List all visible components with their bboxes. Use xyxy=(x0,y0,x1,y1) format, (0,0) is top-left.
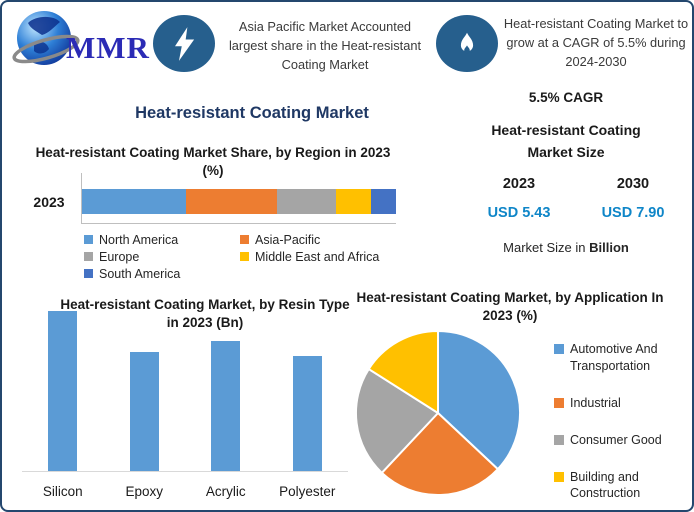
year-start: 2023 xyxy=(502,176,536,193)
application-pie-chart: Heat-resistant Coating Market, by Applic… xyxy=(352,285,688,509)
legend-swatch-building-and-construction xyxy=(554,471,564,482)
region-year-label: 2023 xyxy=(33,194,65,211)
bar-epoxy xyxy=(129,352,159,471)
lightning-bolt-icon xyxy=(175,26,195,61)
axis-label-acrylic: Acrylic xyxy=(205,484,246,499)
legend-item-asia-pacific: Asia-Pacific xyxy=(240,233,402,247)
bar-acrylic xyxy=(211,341,241,471)
bar-column-epoxy xyxy=(104,309,186,471)
legend-item-north-america: North America xyxy=(84,233,240,247)
note-prefix: Market Size in xyxy=(503,240,590,256)
pie-slice-consumer-good xyxy=(355,368,439,474)
bar-segment-middle-east-and-africa xyxy=(336,189,371,215)
year-end: 2030 xyxy=(616,176,650,193)
pie-slice-automotive-and-transportation xyxy=(437,329,521,471)
flame-badge xyxy=(436,15,498,72)
mmr-logo: MMR xyxy=(12,8,152,76)
year-row: 2023 2030 xyxy=(442,176,690,192)
pie-slice-building-and-construction xyxy=(367,329,439,414)
legend-swatch-consumer-good xyxy=(554,434,564,445)
note-unit: Billion xyxy=(589,240,629,256)
bar-column-polyester xyxy=(267,309,349,471)
legend-swatch-south-america xyxy=(84,269,93,279)
legend-swatch-industrial xyxy=(554,397,564,408)
legend-label: Automotive And Transportation xyxy=(570,342,658,373)
headline-asia-pacific: Asia Pacific Market Accounted largest sh… xyxy=(228,19,422,73)
bar-segment-north-america xyxy=(82,189,186,215)
legend-label: Consumer Good xyxy=(570,432,662,447)
resin-chart-title: Heat-resistant Coating Market, by Resin … xyxy=(60,297,350,331)
resin-axis-labels: Silicon Epoxy Acrylic Polyester xyxy=(22,484,348,499)
cagr-value: 5.5% CAGR xyxy=(528,90,604,105)
region-chart-plot: 2023 xyxy=(24,173,402,225)
market-value-start: USD 5.43 xyxy=(487,205,551,222)
lightning-badge xyxy=(153,15,215,72)
headline-cagr: Heat-resistant Coating Market to grow at… xyxy=(503,16,689,70)
y-axis-line xyxy=(81,173,82,224)
bar-column-acrylic xyxy=(185,309,267,471)
bar-segment-europe xyxy=(276,189,337,215)
legend-swatch-europe xyxy=(84,252,93,262)
logo-wordmark: MMR xyxy=(66,30,150,65)
bar-silicon xyxy=(48,311,78,471)
legend-label: South America xyxy=(99,267,181,282)
bar-polyester xyxy=(292,356,322,471)
region-legend: North America Asia-Pacific Europe Middle Ea… xyxy=(84,233,402,281)
market-size-note: Market Size in Billion xyxy=(442,240,690,255)
bar-segment-south-america xyxy=(370,189,397,215)
legend-label: Middle East and Africa xyxy=(255,250,380,265)
axis-label-silicon: Silicon xyxy=(42,484,83,499)
legend-label: Industrial xyxy=(570,395,621,410)
legend-item-automotive-and-transportation: Automotive And Transportation xyxy=(554,341,686,375)
legend-item-consumer-good: Consumer Good xyxy=(554,432,686,449)
globe-icon xyxy=(12,11,80,65)
bar-column-silicon xyxy=(22,309,104,471)
pie-graphic xyxy=(355,329,521,496)
legend-item-europe: Europe xyxy=(84,250,240,264)
flame-icon xyxy=(460,32,474,53)
x-axis-line xyxy=(81,223,396,225)
legend-label: Europe xyxy=(99,250,140,265)
axis-label-epoxy: Epoxy xyxy=(125,484,164,499)
legend-label: North America xyxy=(99,233,179,248)
legend-swatch-asia-pacific xyxy=(240,235,249,245)
market-size-title: Heat-resistant Coating Market Size xyxy=(491,122,641,160)
page-title: Heat-resistant Coating Market xyxy=(135,104,369,122)
legend-item-south-america: South America xyxy=(84,267,240,281)
region-chart-title: Heat-resistant Coating Market Share, by … xyxy=(35,145,391,179)
resin-type-chart: Heat-resistant Coating Market, by Resin … xyxy=(20,294,350,508)
legend-swatch-north-america xyxy=(84,235,93,245)
region-share-chart: Heat-resistant Coating Market Share, by … xyxy=(24,144,402,281)
legend-label: Building and Construction xyxy=(570,469,641,501)
legend-item-industrial: Industrial xyxy=(554,395,686,412)
pie-legend: Automotive And Transportation Industrial C… xyxy=(554,341,686,502)
market-size-panel: 5.5% CAGR Heat-resistant Coating Market … xyxy=(442,90,690,255)
legend-item-building-and-construction: Building and Construction xyxy=(554,469,686,503)
value-row: USD 5.43 USD 7.90 xyxy=(442,205,690,221)
pie-chart-title: Heat-resistant Coating Market, by Applic… xyxy=(356,290,664,324)
pie-slice-industrial xyxy=(380,412,499,496)
resin-chart-plot xyxy=(22,309,348,472)
legend-label: Asia-Pacific xyxy=(255,233,321,248)
legend-item-middle-east-and-africa: Middle East and Africa xyxy=(240,250,402,264)
legend-swatch-automotive-and-transportation xyxy=(554,344,564,354)
bar-segment-asia-pacific xyxy=(185,189,277,215)
region-stacked-bar xyxy=(82,189,397,215)
legend-swatch-middle-east-and-africa xyxy=(240,252,249,262)
market-value-end: USD 7.90 xyxy=(601,205,665,222)
axis-label-polyester: Polyester xyxy=(279,484,336,499)
